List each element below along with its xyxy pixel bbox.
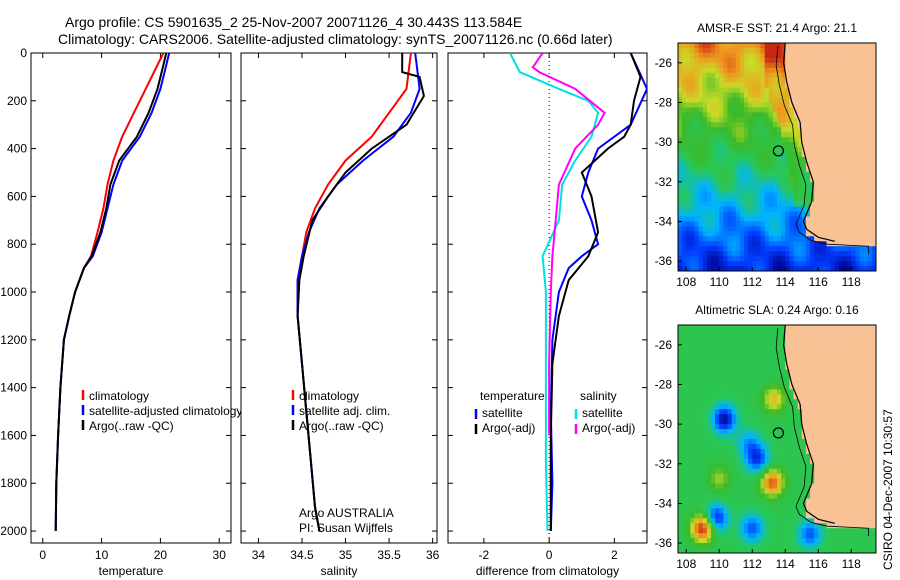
x-tick-label: 20 xyxy=(154,548,168,562)
y-tick-label: 600 xyxy=(7,189,27,203)
y-tick-label: -30 xyxy=(655,135,673,149)
shelf-contour xyxy=(775,45,869,255)
argo-float-marker xyxy=(772,427,784,439)
x-tick-label: 114 xyxy=(776,557,795,571)
x-tick-label: 2 xyxy=(611,548,618,562)
series-line-temperature-argo-adj- xyxy=(549,53,642,531)
title-line-1: Argo profile: CS 5901635_2 25-Nov-2007 2… xyxy=(65,14,522,30)
y-tick-label: -26 xyxy=(655,56,673,70)
y-tick-label: 400 xyxy=(7,142,27,156)
legend-entry: satellite-adjusted climatology xyxy=(89,404,242,418)
y-tick-label: 0 xyxy=(20,46,27,60)
annotation-pi: PI: Susan Wijffels xyxy=(299,521,393,535)
x-tick-label: 108 xyxy=(676,557,696,571)
series-line-salinity-argo-adj- xyxy=(531,53,606,436)
x-tick-label: 116 xyxy=(809,557,828,571)
legend-entry: satellite xyxy=(482,406,523,420)
x-tick-label: 35.5 xyxy=(377,548,401,562)
x-tick-label: 118 xyxy=(842,275,861,289)
legend-entry: Argo(..raw -QC) xyxy=(299,419,384,433)
x-tick-label: 110 xyxy=(710,275,729,289)
argo-float-marker xyxy=(772,145,784,157)
y-tick-label: -32 xyxy=(655,457,673,471)
x-tick-label: 30 xyxy=(213,548,227,562)
series-line-argo-raw-qc- xyxy=(296,53,425,532)
x-tick-label: 110 xyxy=(710,557,729,571)
map-frame xyxy=(677,42,877,272)
map-field xyxy=(678,325,876,553)
x-axis-label: salinity xyxy=(321,564,358,578)
x-tick-label: 116 xyxy=(809,275,828,289)
y-tick-label: 2000 xyxy=(0,524,27,538)
y-tick-label: -34 xyxy=(655,496,673,510)
x-tick-label: 0 xyxy=(39,548,46,562)
x-tick-label: 34.5 xyxy=(290,548,314,562)
series-line-argo-raw-qc- xyxy=(54,53,168,532)
sst-map: AMSR-E SST: 21.4 Argo: 21.1 108 110 112 114 1… xyxy=(655,21,877,289)
x-axis-label: difference from climatology xyxy=(476,564,619,578)
y-tick-label: -36 xyxy=(655,254,673,268)
map-title: Altimetric SLA: 0.24 Argo: 0.16 xyxy=(695,303,859,317)
x-tick-label: 36 xyxy=(426,548,440,562)
x-tick-label: 112 xyxy=(743,275,762,289)
side-timestamp-label: CSIRO 04-Dec-2007 10:30:57 xyxy=(881,409,895,570)
map-frame xyxy=(677,324,877,554)
x-tick-label: 108 xyxy=(676,275,696,289)
y-tick-label: 1600 xyxy=(0,428,27,442)
x-tick-label: 118 xyxy=(842,557,861,571)
plot-frame xyxy=(447,52,648,544)
y-tick-label: -36 xyxy=(655,536,673,550)
x-tick-label: 0 xyxy=(546,548,553,562)
y-tick-label: 1000 xyxy=(0,285,27,299)
annotation-float-owner: Argo AUSTRALIA xyxy=(299,506,394,520)
coastline xyxy=(782,43,835,242)
x-axis-label: temperature xyxy=(99,564,164,578)
y-tick-label: 1400 xyxy=(0,381,27,395)
x-tick-label: 112 xyxy=(743,557,762,571)
y-tick-label: -32 xyxy=(655,175,673,189)
y-tick-label: 200 xyxy=(7,94,27,108)
x-tick-label: 114 xyxy=(776,275,795,289)
legend-entry: Argo(..raw -QC) xyxy=(89,419,174,433)
x-tick-label: -2 xyxy=(479,548,490,562)
x-tick-label: 34 xyxy=(252,548,266,562)
shelf-contour xyxy=(775,327,869,537)
x-tick-label: 35 xyxy=(339,548,353,562)
legend-entry: satellite xyxy=(582,406,623,420)
y-tick-label: 1200 xyxy=(0,333,27,347)
legend-entry: Argo(-adj) xyxy=(482,421,535,435)
map-field xyxy=(678,43,876,271)
coastline xyxy=(782,325,835,524)
legend-entry: Argo(-adj) xyxy=(582,421,635,435)
legend: temperaturesatelliteArgo(-adj)salinitysa… xyxy=(474,389,635,435)
y-tick-label: -30 xyxy=(655,417,673,431)
y-tick-label: -28 xyxy=(655,95,673,109)
y-tick-label: -26 xyxy=(655,338,673,352)
legend-group-heading: salinity xyxy=(580,389,617,403)
salinity-panel: 34 34.5 35 35.5 36 salinity climatologysatelli… xyxy=(240,52,440,578)
y-tick-label: 800 xyxy=(7,237,27,251)
difference-panel: -2 0 2 difference from climatology temperatu… xyxy=(447,52,648,578)
title-line-2: Climatology: CARS2006. Satellite-adjuste… xyxy=(58,31,613,47)
legend-entry: climatology xyxy=(299,389,359,403)
series-line-salinity-satellite xyxy=(509,53,600,532)
plot-frame xyxy=(240,52,438,544)
y-tick-label: -28 xyxy=(655,377,673,391)
y-tick-label: -34 xyxy=(655,214,673,228)
legend-entry: climatology xyxy=(89,389,149,403)
plot-frame xyxy=(30,52,232,544)
sla-map: Altimetric SLA: 0.24 Argo: 0.16 108 110 112… xyxy=(655,303,877,571)
x-tick-label: 10 xyxy=(95,548,109,562)
map-title: AMSR-E SST: 21.4 Argo: 21.1 xyxy=(697,21,857,35)
y-tick-label: 1800 xyxy=(0,476,27,490)
temperature-panel: 0 10 20 30 0 200 400 600 800 1000 1200 1400 1600 1800… xyxy=(0,46,242,578)
legend-entry: satellite adj. clim. xyxy=(299,404,390,418)
legend-group-heading: temperature xyxy=(480,389,545,403)
